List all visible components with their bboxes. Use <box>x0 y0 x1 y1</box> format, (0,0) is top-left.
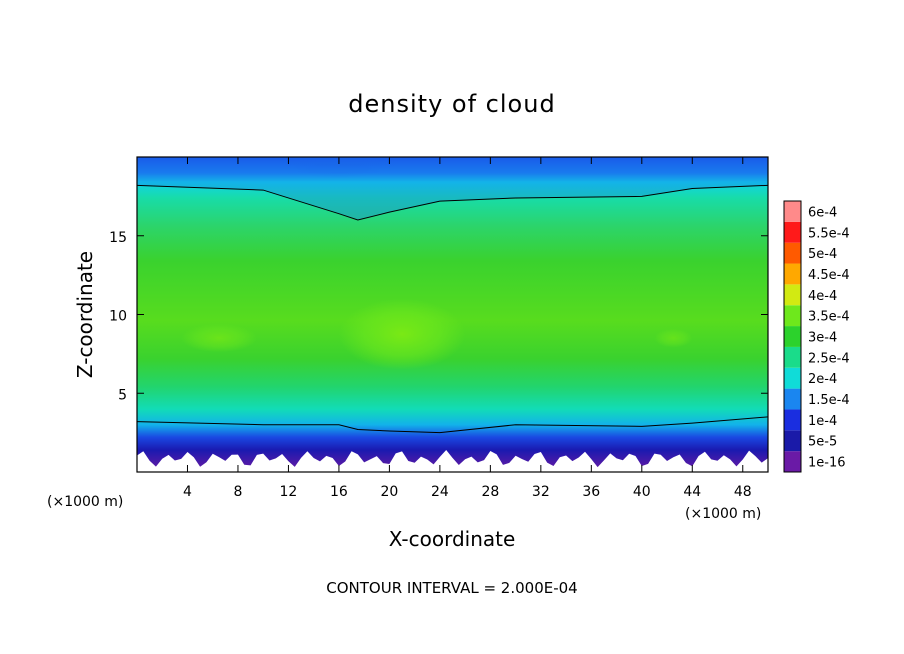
colorbar-swatch <box>784 221 801 243</box>
x-tick-label: 20 <box>380 484 398 500</box>
x-unit-label-left: (×1000 m) <box>47 494 123 510</box>
contour-line-top <box>137 184 768 221</box>
density-core-small <box>654 328 693 348</box>
y-tick-label: 10 <box>109 309 127 325</box>
colorbar-label: 1e-16 <box>808 456 846 471</box>
colorbar-swatch <box>784 367 801 389</box>
chart-title: density of cloud <box>348 90 555 118</box>
x-tick-label: 36 <box>582 484 600 500</box>
colorbar-label: 1e-4 <box>808 414 837 429</box>
colorbar-swatch <box>784 451 801 472</box>
colorbar-swatch <box>784 284 801 306</box>
cloud-top-dip <box>269 157 409 211</box>
y-axis-label: Z-coordinate <box>73 251 97 378</box>
colorbar-label: 5e-5 <box>808 435 837 450</box>
x-axis-label: X-coordinate <box>389 527 516 551</box>
colorbar-swatch <box>784 409 801 431</box>
density-core-secondary <box>181 323 257 353</box>
x-tick-label: 8 <box>233 484 242 500</box>
x-tick-label: 28 <box>481 484 499 500</box>
y-tick-label: 15 <box>109 230 127 246</box>
colorbar-swatch <box>784 242 801 264</box>
colorbar-label: 3.5e-4 <box>808 310 850 325</box>
y-tick-label: 5 <box>118 387 127 403</box>
colorbar-label: 4.5e-4 <box>808 268 850 283</box>
colorbar-label: 2e-4 <box>808 372 837 387</box>
colorbar-label: 6e-4 <box>808 205 837 220</box>
colorbar-swatch <box>784 430 801 452</box>
x-tick-label: 48 <box>734 484 752 500</box>
colorbar-swatch <box>784 346 801 368</box>
colorbar-swatch <box>784 305 801 327</box>
colorbar-label: 2.5e-4 <box>808 351 850 366</box>
colorbar-swatch <box>784 263 801 285</box>
colorbar-label: 1.5e-4 <box>808 393 850 408</box>
x-tick-label: 4 <box>183 484 192 500</box>
colorbar-label: 3e-4 <box>808 331 837 346</box>
plot-area <box>137 157 768 472</box>
clear-air-top <box>137 157 768 220</box>
x-tick-label: 40 <box>633 484 651 500</box>
colorbar-label: 4e-4 <box>808 289 837 304</box>
colorbar-swatch <box>784 326 801 347</box>
ground-edge <box>137 449 768 472</box>
colorbar-legend: 1e-16 5e-5 1e-4 1.5e-4 2e-4 2.5e-4 3e-4 3.5e-4 4… <box>783 200 850 473</box>
density-core <box>338 298 466 370</box>
x-unit-label-right: (×1000 m) <box>685 506 761 522</box>
y-axis: 5 10 15 <box>109 230 768 403</box>
colorbar-label: 5.5e-4 <box>808 226 850 241</box>
colorbar-label: 5e-4 <box>808 247 837 262</box>
x-tick-label: 32 <box>532 484 550 500</box>
x-axis: 4 8 12 16 20 24 28 32 36 40 44 48 <box>183 157 752 500</box>
contour-line-base <box>137 416 768 434</box>
colorbar-swatch <box>784 201 801 222</box>
x-tick-label: 12 <box>280 484 298 500</box>
x-tick-label: 16 <box>330 484 348 500</box>
contour-interval-note: CONTOUR INTERVAL = 2.000E-04 <box>326 579 577 597</box>
x-tick-label: 44 <box>683 484 701 500</box>
colorbar-swatch <box>784 388 801 410</box>
colorbar-frame <box>783 200 802 473</box>
x-tick-label: 24 <box>431 484 449 500</box>
